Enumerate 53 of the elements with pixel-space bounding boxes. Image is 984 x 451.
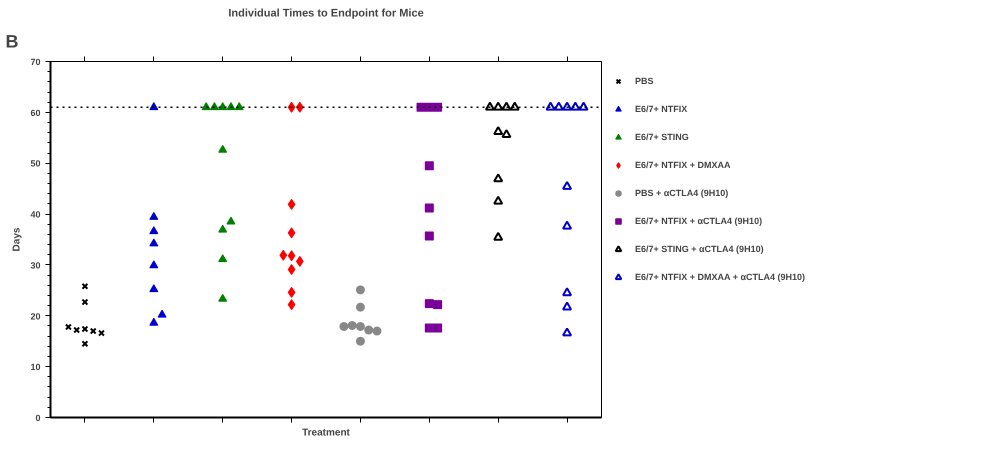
y-tick-label: 20 (30, 311, 41, 322)
x-axis-title: Treatment (302, 428, 351, 438)
legend-label: E6/7+ NTFIX + DMXAA + αCTLA4 (9H10) (635, 272, 805, 282)
point (424, 323, 434, 332)
point (149, 260, 158, 268)
point (562, 180, 572, 190)
point (149, 212, 158, 220)
point (493, 102, 504, 111)
point (356, 285, 365, 294)
point (562, 302, 572, 310)
point (424, 203, 434, 212)
point (562, 220, 572, 230)
point (424, 231, 434, 240)
point (218, 144, 228, 153)
chart-title: Individual Times to Endpoint for Mice (228, 8, 424, 20)
point (149, 284, 158, 292)
legend-label: PBS (635, 76, 655, 86)
y-tick-label: 30 (30, 260, 41, 270)
point (356, 322, 365, 331)
legend-label: PBS + αCTLA4 (9H10) (635, 188, 728, 198)
y-tick-label: 60 (30, 108, 41, 118)
point (562, 327, 572, 336)
point (356, 336, 365, 346)
point (424, 161, 434, 170)
point (81, 298, 88, 306)
text: B (6, 32, 18, 52)
point (81, 282, 88, 290)
legend-label: E6/7+ STING (635, 132, 689, 142)
legend-label: E6/7+ NTFIX + αCTLA4 (9H10) (635, 216, 762, 226)
point (493, 232, 504, 241)
point (149, 318, 158, 326)
point (81, 340, 88, 348)
legend-label: E6/7+ STING + αCTLA4 (9H10) (635, 244, 764, 254)
legend-label: E6/7+ NTFIX + DMXAA (635, 160, 731, 170)
point (218, 294, 228, 302)
point (149, 226, 158, 234)
point (562, 102, 572, 111)
y-tick-label: 40 (30, 210, 41, 220)
point (424, 299, 434, 308)
y-tick-label: 10 (30, 362, 41, 372)
point (356, 302, 365, 312)
point (493, 126, 504, 135)
y-tick-label: 70 (30, 57, 41, 67)
y-axis-title: Days (11, 227, 22, 252)
y-tick-label: 0 (35, 413, 41, 423)
point (493, 173, 504, 182)
point (562, 287, 572, 296)
legend-label: E6/7+ NTFIX (635, 104, 688, 114)
point (218, 224, 228, 233)
point (218, 254, 228, 262)
point (493, 196, 504, 205)
y-tick-label: 50 (30, 158, 41, 169)
point (149, 238, 158, 246)
